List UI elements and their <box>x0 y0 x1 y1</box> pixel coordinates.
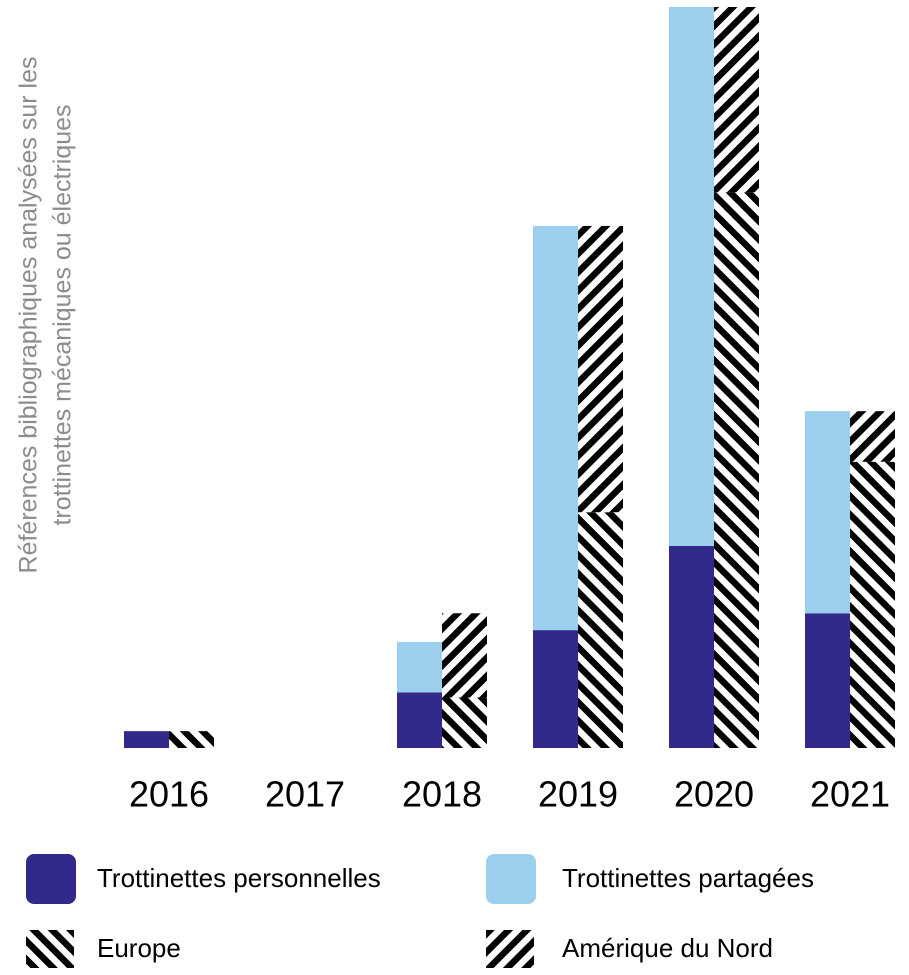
bar-2019-trottinettes-partagees <box>533 225 578 631</box>
bar-2018-europe <box>442 697 487 748</box>
legend-label-partagees: Trottinettes partagées <box>562 863 814 893</box>
legend-swatch-europe <box>26 930 74 968</box>
bar-2019-europe <box>578 512 623 748</box>
bar-2018-trottinettes-personnelles <box>397 692 442 748</box>
bar-2021-trottinettes-partagees <box>805 411 850 614</box>
legend-swatch-partagees <box>486 854 536 904</box>
bar-2018-trottinettes-partagees <box>397 641 442 693</box>
bar-2016-trottinettes-personnelles <box>124 731 169 748</box>
bar-2019-trottinettes-personnelles <box>533 630 578 748</box>
legend-item-europe: Europe <box>26 930 181 968</box>
legend-swatch-amerique-du-nord <box>486 930 534 968</box>
legend-label-amerique-du-nord: Amérique du Nord <box>562 933 773 963</box>
bar-2021-trottinettes-personnelles <box>805 613 850 748</box>
x-tick-label-2019: 2019 <box>538 774 618 815</box>
bar-2020-amerique-du-nord <box>714 7 759 193</box>
x-tick-label-2016: 2016 <box>129 774 209 815</box>
bar-2021-amerique-du-nord <box>850 411 895 462</box>
x-tick-labels: 2016 2017 2018 2019 2020 2021 <box>129 774 890 815</box>
y-axis-label: Références bibliographiques analysées su… <box>15 57 77 574</box>
legend: Trottinettes personnelles Trottinettes p… <box>26 854 814 968</box>
bar-2018-amerique-du-nord <box>442 613 487 698</box>
legend-item-partagees: Trottinettes partagées <box>486 854 814 904</box>
legend-item-amerique-du-nord: Amérique du Nord <box>486 930 773 968</box>
x-tick-label-2020: 2020 <box>674 774 754 815</box>
y-axis-label-line-2: trottinettes mécaniques ou électriques <box>49 104 77 525</box>
bar-2019-amerique-du-nord <box>578 225 623 513</box>
legend-label-personnelles: Trottinettes personnelles <box>97 863 381 893</box>
legend-swatch-personnelles <box>26 854 76 904</box>
bar-2020-trottinettes-personnelles <box>669 545 714 748</box>
bar-2020-europe <box>714 192 759 748</box>
legend-item-personnelles: Trottinettes personnelles <box>26 854 381 904</box>
bar-2016-europe <box>169 731 214 748</box>
x-tick-label-2017: 2017 <box>265 774 345 815</box>
x-tick-label-2021: 2021 <box>810 774 890 815</box>
legend-label-europe: Europe <box>97 933 181 963</box>
bar-2021-europe <box>850 461 895 748</box>
bar-2020-trottinettes-partagees <box>669 7 714 546</box>
x-tick-label-2018: 2018 <box>402 774 482 815</box>
y-axis-label-line-1: Références bibliographiques analysées su… <box>15 57 43 574</box>
bars-layer <box>124 7 895 748</box>
